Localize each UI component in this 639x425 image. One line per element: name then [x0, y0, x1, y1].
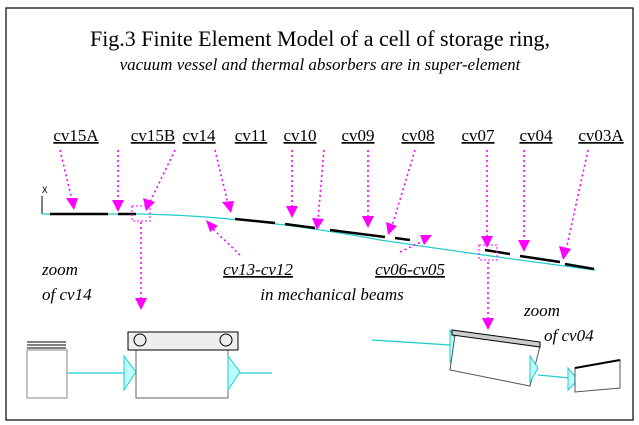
zoom-label: of cv14: [42, 285, 92, 304]
label: cv14: [182, 126, 216, 145]
label: cv04: [519, 126, 553, 145]
beam-label: cv13-cv12: [223, 260, 293, 279]
label: cv10: [283, 126, 316, 145]
label: cv15B: [131, 126, 175, 145]
title: Fig.3 Finite Element Model of a cell of …: [90, 26, 550, 51]
subtitle: vacuum vessel and thermal absorbers are …: [120, 55, 522, 74]
beam-note: in mechanical beams: [260, 285, 404, 304]
figure: Fig.3 Finite Element Model of a cell of …: [0, 0, 639, 425]
beam-label: cv06-cv05: [375, 260, 445, 279]
label: cv08: [401, 126, 434, 145]
label: cv15A: [53, 126, 99, 145]
label: cv11: [235, 126, 267, 145]
label: cv07: [461, 126, 495, 145]
label: cv03A: [578, 126, 624, 145]
axis-label: X: [42, 186, 48, 196]
zoom-label: zoom: [41, 260, 78, 279]
zoom-label: zoom: [523, 301, 560, 320]
zoom-label: of cv04: [544, 326, 594, 345]
label: cv09: [341, 126, 374, 145]
